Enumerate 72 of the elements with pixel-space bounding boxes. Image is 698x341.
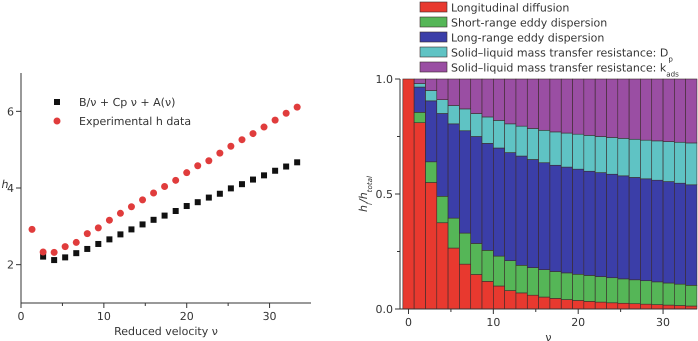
point [272,116,279,124]
point [162,212,168,219]
point [62,254,68,260]
point [205,157,212,164]
x-tick-label: 0 [18,310,24,323]
y-tick-label: 1.0 [376,73,393,86]
point [161,182,168,190]
legend-label: B/ν + Cp ν + A(ν) [79,96,176,109]
x-tick-label: 10 [96,310,111,323]
y-axis-title: h [2,178,9,191]
point [94,224,102,232]
point [216,150,224,157]
point [28,226,36,233]
point [206,194,212,201]
point [95,240,102,247]
point [282,110,290,117]
point [172,208,179,214]
x-tick-label: 0 [404,316,412,329]
point [150,189,158,196]
point [227,142,234,150]
point [128,203,135,210]
legend-label: Short-range eddy dispersion [451,16,608,30]
point [172,176,180,184]
x-tick-label: 20 [571,316,586,329]
point [73,250,80,256]
point [283,164,290,170]
point [62,243,69,250]
x-tick-label: 20 [180,310,194,323]
y-tick-label: 0.0 [376,303,393,316]
point [261,172,268,178]
point [250,176,256,183]
point [40,248,47,256]
point [260,124,268,131]
y-tick-label: 4 [7,182,14,195]
legend-label: Solid–liquid mass transfer resistance: k$_{ads}$ [451,62,680,78]
point [184,203,190,210]
point [238,136,246,144]
point [250,130,256,138]
point [294,104,301,111]
point [116,210,124,217]
legend-label: Experimental h data [79,115,192,128]
x-axis-title: Reduced velocity ν [114,325,218,338]
point [194,199,201,206]
point [84,246,90,252]
point [216,190,223,197]
x-axis-title: ν [545,331,552,341]
point [272,168,278,174]
legend-label: Long-range eddy dispersion [451,32,604,44]
point [228,185,234,192]
legend-label: Longitudinal diffusion [451,2,570,14]
point [50,248,58,256]
point [139,196,146,204]
point [84,230,91,238]
point [117,231,124,238]
y-tick-label: 6 [7,105,14,118]
point [128,226,134,232]
point [238,181,245,188]
legend-label: Solid–liquid mass transfer resistance: D$_{p}$ [451,46,674,63]
point [72,238,80,246]
point [106,236,112,242]
point [106,216,113,224]
point [183,169,190,176]
point [140,221,146,228]
x-tick-label: 30 [262,310,277,323]
point [150,216,157,223]
point [194,162,202,170]
x-tick-label: 10 [486,316,500,329]
point [51,257,58,264]
y-tick-label: 2 [7,258,14,272]
x-tick-label: 30 [656,316,670,329]
y-tick-label: 0.5 [376,188,393,201]
point [294,159,300,166]
